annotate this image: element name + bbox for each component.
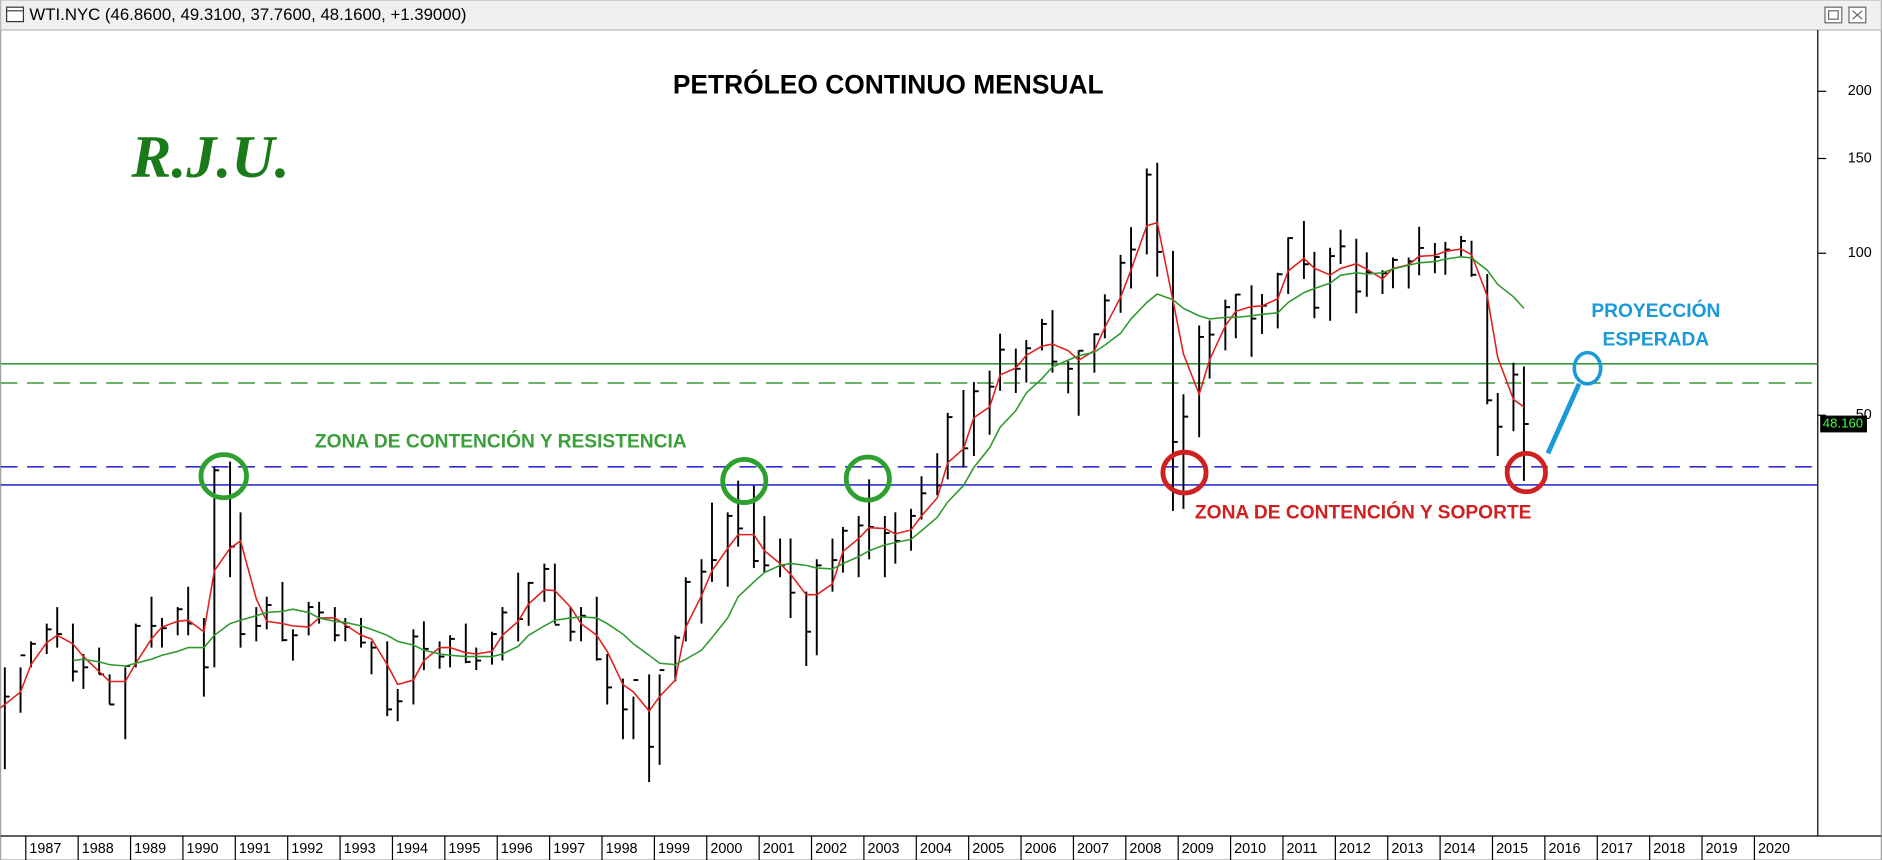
x-tick-label: 2012 bbox=[1339, 841, 1371, 857]
x-tick-label: 2007 bbox=[1077, 841, 1109, 857]
x-tick-label: 1998 bbox=[606, 841, 638, 857]
x-tick-label: 2014 bbox=[1444, 841, 1476, 857]
x-tick-label: 1997 bbox=[553, 841, 585, 857]
maximize-icon bbox=[1827, 10, 1839, 20]
resistance-circle bbox=[843, 454, 892, 503]
plot-area bbox=[0, 162, 1818, 783]
x-tick-label: 2010 bbox=[1234, 841, 1266, 857]
close-icon bbox=[1852, 10, 1863, 20]
x-tick-label: 1992 bbox=[291, 841, 323, 857]
x-tick-label: 2020 bbox=[1758, 841, 1790, 857]
maximize-button[interactable] bbox=[1824, 6, 1843, 24]
projection-label: PROYECCIÓN bbox=[1591, 300, 1720, 322]
support-circle bbox=[1160, 449, 1209, 496]
x-tick-label: 2009 bbox=[1182, 841, 1214, 857]
window-title: WTI.NYC (46.8600, 49.3100, 37.7600, 48.1… bbox=[29, 5, 466, 24]
y-tick-label: 100 bbox=[1848, 245, 1872, 261]
x-tick-label: 2019 bbox=[1706, 841, 1738, 857]
x-tick-label: 2017 bbox=[1601, 841, 1633, 857]
moving-average bbox=[0, 221, 1525, 713]
resistance-circle bbox=[720, 456, 769, 505]
annotations: PETRÓLEO CONTINUO MENSUAL R.J.U. ZONA DE… bbox=[130, 69, 1720, 523]
x-tick-label: 1991 bbox=[239, 841, 271, 857]
resistance-label: ZONA DE CONTENCIÓN Y RESISTENCIA bbox=[315, 431, 687, 453]
y-tick-label: 200 bbox=[1848, 83, 1872, 99]
projection-arrow bbox=[1545, 382, 1582, 455]
x-tick-label: 2008 bbox=[1129, 841, 1161, 857]
last-price-box bbox=[1820, 415, 1867, 433]
x-tick-label: 1994 bbox=[396, 841, 428, 857]
window-icon bbox=[6, 6, 25, 23]
x-tick-label: 1987 bbox=[29, 841, 61, 857]
y-tick-label: 150 bbox=[1848, 150, 1872, 166]
projection-label: ESPERADA bbox=[1603, 330, 1710, 351]
x-tick-label: 1989 bbox=[134, 841, 166, 857]
x-tick-label: 2018 bbox=[1653, 841, 1685, 857]
x-tick-label: 1995 bbox=[448, 841, 480, 857]
x-tick-label: 2003 bbox=[868, 841, 900, 857]
support-label: ZONA DE CONTENCIÓN Y SOPORTE bbox=[1195, 501, 1532, 523]
resistance-circle bbox=[198, 452, 249, 501]
x-tick-label: 2004 bbox=[920, 841, 952, 857]
x-tick-label: 2013 bbox=[1391, 841, 1423, 857]
x-tick-label: 2016 bbox=[1548, 841, 1580, 857]
x-tick-label: 2002 bbox=[815, 841, 847, 857]
x-tick-label: 1999 bbox=[658, 841, 690, 857]
last-price-label: 48.160 bbox=[1823, 415, 1863, 430]
x-tick-label: 2006 bbox=[1025, 841, 1057, 857]
x-tick-label: 2015 bbox=[1496, 841, 1528, 857]
x-tick-label: 1996 bbox=[501, 841, 533, 857]
chart-title: PETRÓLEO CONTINUO MENSUAL bbox=[673, 69, 1104, 99]
x-tick-label: 1988 bbox=[82, 841, 114, 857]
moving-average bbox=[72, 256, 1525, 667]
x-tick-label: 2011 bbox=[1287, 841, 1318, 857]
watermark: R.J.U. bbox=[130, 124, 289, 190]
x-tick-label: 2000 bbox=[710, 841, 742, 857]
support-circle bbox=[1504, 450, 1548, 495]
x-tick-label: 2001 bbox=[763, 841, 795, 857]
x-tick-label: 1993 bbox=[344, 841, 376, 857]
projection-circle bbox=[1572, 350, 1603, 386]
title-bar bbox=[0, 0, 1882, 31]
x-tick-label: 1990 bbox=[187, 841, 219, 857]
axes: 1987 1988 1989 1990 1991 1992 1993 1994 1995 1996… bbox=[25, 83, 1872, 860]
x-tick-label: 2005 bbox=[972, 841, 1004, 857]
